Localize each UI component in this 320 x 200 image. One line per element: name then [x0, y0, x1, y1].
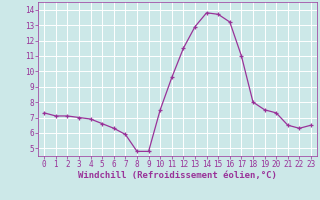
X-axis label: Windchill (Refroidissement éolien,°C): Windchill (Refroidissement éolien,°C): [78, 171, 277, 180]
